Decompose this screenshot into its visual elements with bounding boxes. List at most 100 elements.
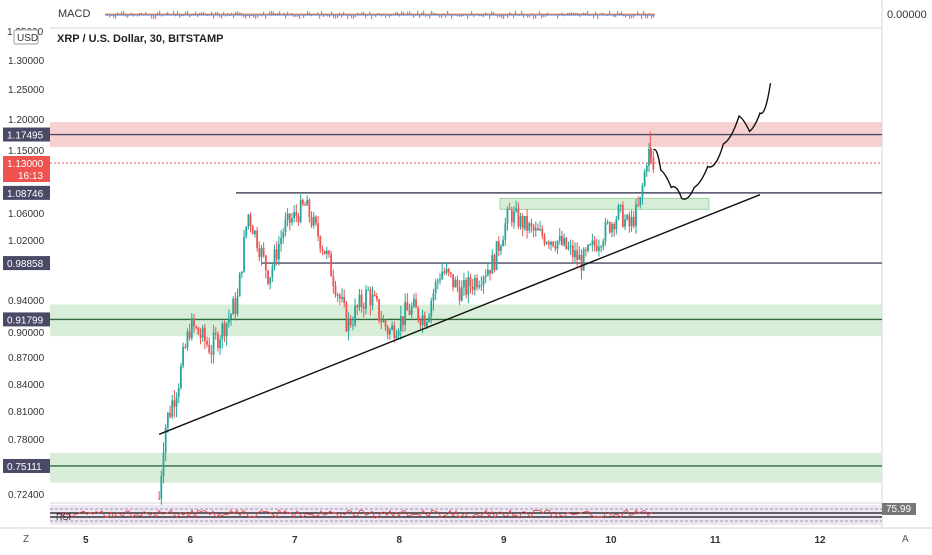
candle-body bbox=[482, 277, 485, 286]
candle-body bbox=[367, 289, 370, 291]
macd-bar bbox=[457, 15, 459, 17]
candle-body bbox=[264, 255, 267, 271]
macd-bar bbox=[539, 11, 541, 16]
candle-body bbox=[169, 412, 171, 417]
candle-body bbox=[421, 315, 424, 325]
price-tick: 0.90000 bbox=[8, 328, 45, 339]
candle-body bbox=[171, 400, 174, 417]
candle-body bbox=[430, 300, 433, 317]
macd-bar bbox=[447, 10, 449, 16]
macd-bar bbox=[515, 10, 517, 16]
macd-bar bbox=[513, 15, 515, 19]
candle-body bbox=[271, 266, 274, 278]
candle-body bbox=[306, 199, 309, 206]
candle-body bbox=[223, 323, 226, 336]
candle-body bbox=[565, 237, 568, 249]
candle-body bbox=[293, 212, 296, 219]
candle-body bbox=[528, 223, 531, 231]
candle-body bbox=[423, 315, 426, 327]
macd-bar bbox=[225, 15, 227, 17]
time-axis[interactable]: 5 6 7 8 9 10 11 12 bbox=[83, 535, 826, 546]
macd-value: 0.00000 bbox=[887, 9, 927, 21]
price-tick: 0.87000 bbox=[8, 353, 45, 364]
macd-bar bbox=[533, 15, 535, 19]
macd-bar bbox=[637, 11, 639, 16]
candle-body bbox=[460, 287, 463, 301]
candle-body bbox=[291, 218, 293, 223]
macd-bar bbox=[597, 15, 599, 20]
candle-body bbox=[621, 205, 624, 227]
price-axis[interactable]: 1.30000 1.25000 1.20000 1.15000 1.06000 1.020… bbox=[8, 56, 45, 501]
candle-body bbox=[317, 223, 319, 237]
price-tick: 1.02000 bbox=[8, 236, 45, 247]
macd-bar bbox=[121, 11, 123, 16]
candle-body bbox=[352, 324, 354, 326]
macd-bar bbox=[237, 11, 239, 16]
candle-body bbox=[504, 223, 507, 240]
time-tick: 12 bbox=[815, 535, 827, 546]
candle-body bbox=[584, 249, 587, 251]
candle-body bbox=[561, 235, 563, 245]
macd-bar bbox=[399, 15, 401, 17]
macd-bar bbox=[331, 11, 333, 16]
candle-body bbox=[299, 199, 302, 223]
macd-bar bbox=[629, 15, 631, 19]
candle-body bbox=[247, 214, 250, 227]
candle-body bbox=[480, 285, 483, 287]
candle-body bbox=[315, 216, 317, 224]
macd-bar bbox=[383, 13, 385, 16]
macd-bar bbox=[113, 15, 115, 18]
macd-bar bbox=[469, 13, 471, 16]
candle-body bbox=[336, 294, 339, 296]
macd-bar bbox=[333, 15, 335, 19]
macd-bar bbox=[107, 13, 109, 16]
macd-bar bbox=[425, 15, 427, 17]
candle-body bbox=[238, 273, 241, 297]
macd-bar bbox=[411, 13, 413, 16]
candle-body bbox=[495, 241, 498, 271]
candle-body bbox=[532, 226, 535, 231]
candle-body bbox=[219, 339, 222, 349]
candle-body bbox=[600, 246, 602, 248]
macd-bar bbox=[325, 13, 327, 16]
macd-bar bbox=[445, 15, 447, 18]
macd-bar bbox=[183, 15, 185, 17]
projection-path bbox=[652, 83, 772, 200]
candle-body bbox=[319, 236, 322, 249]
macd-bar bbox=[295, 15, 297, 17]
macd-bar bbox=[429, 15, 431, 19]
macd-bar bbox=[621, 11, 623, 16]
auto-scale-toggle-icon[interactable]: A bbox=[902, 534, 909, 545]
macd-bar bbox=[499, 15, 501, 17]
price-tick: 1.30000 bbox=[8, 56, 45, 67]
log-scale-toggle-icon[interactable]: Z bbox=[23, 534, 29, 545]
macd-bar bbox=[389, 15, 391, 18]
macd-bar bbox=[473, 15, 475, 18]
currency-badge[interactable] bbox=[13, 29, 39, 45]
macd-bar bbox=[187, 10, 189, 16]
price-tick: 1.25000 bbox=[8, 85, 45, 96]
candle-body bbox=[208, 344, 211, 353]
candle-body bbox=[312, 216, 315, 226]
candle-body bbox=[574, 250, 576, 258]
macd-bar bbox=[271, 10, 273, 16]
candle-body bbox=[619, 205, 622, 207]
price-tick: 0.72400 bbox=[8, 490, 45, 501]
support-zone bbox=[50, 304, 882, 337]
candle-body bbox=[443, 271, 446, 274]
candle-body bbox=[558, 235, 561, 241]
candle-body bbox=[217, 334, 219, 349]
candle-body bbox=[164, 427, 167, 453]
candle-body bbox=[630, 216, 633, 227]
candle-body bbox=[434, 282, 437, 294]
candle-body bbox=[439, 278, 441, 281]
macd-bar bbox=[529, 15, 531, 18]
macd-bar bbox=[269, 11, 271, 16]
candle-body bbox=[358, 294, 361, 308]
candle-body bbox=[539, 228, 542, 231]
currency-badge-label: USD bbox=[17, 33, 38, 44]
macd-bar bbox=[173, 10, 175, 16]
candle-body bbox=[338, 294, 341, 299]
macd-bar bbox=[461, 15, 463, 17]
